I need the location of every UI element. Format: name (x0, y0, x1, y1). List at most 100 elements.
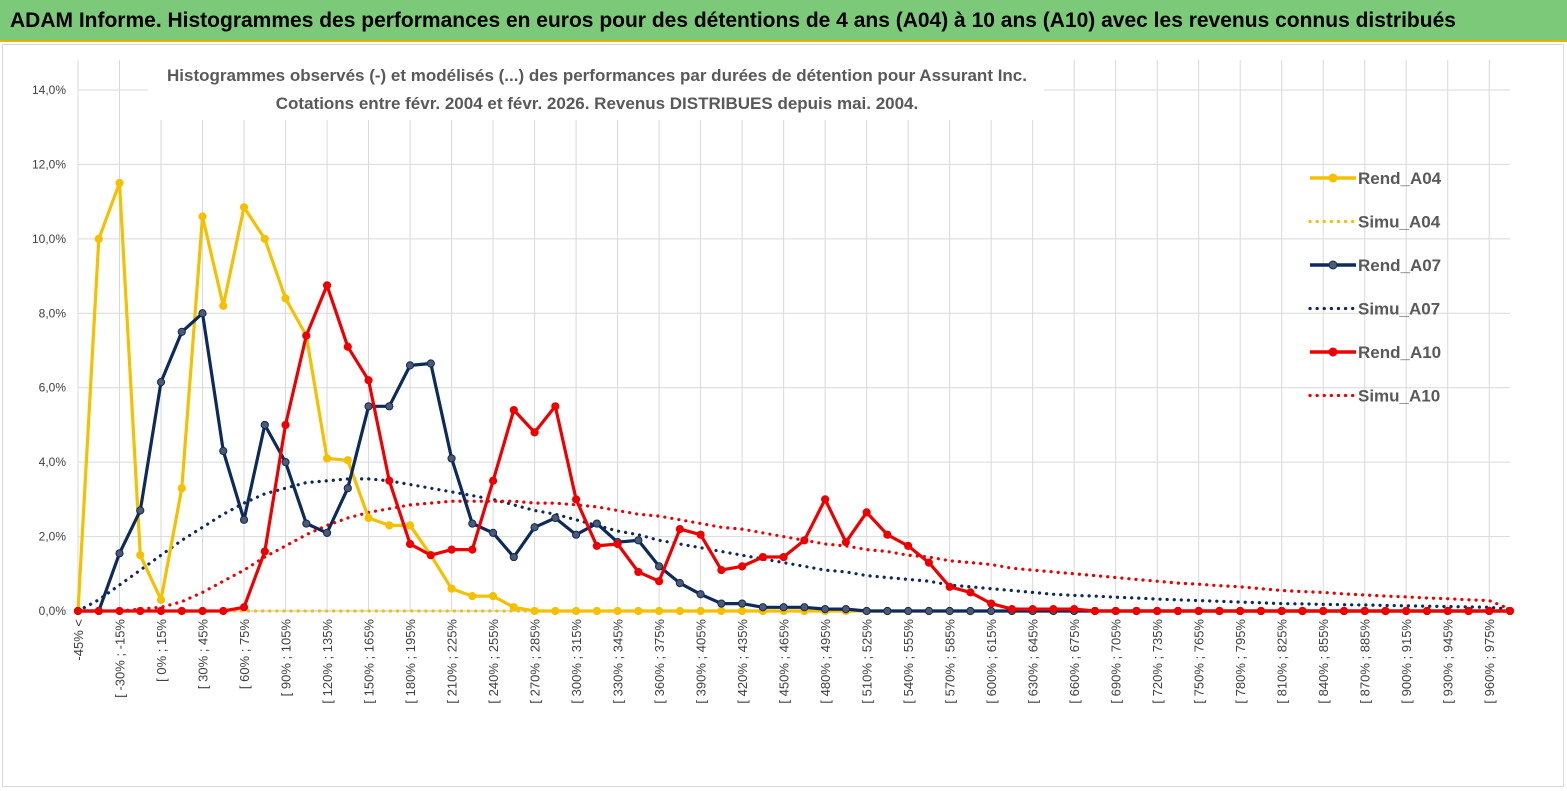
data-point (219, 446, 228, 456)
data-point (94, 606, 103, 616)
data-point (655, 577, 664, 586)
x-tick-label: [ 480% ; 495% (818, 619, 833, 704)
x-tick-label: [ 510% ; 525% (860, 619, 875, 704)
data-point (1422, 606, 1432, 616)
legend-marker (1328, 347, 1338, 357)
data-point (156, 378, 166, 387)
data-point (405, 539, 415, 549)
data-point (1028, 605, 1037, 614)
data-point (1339, 606, 1349, 616)
series-simu-a07 (76, 477, 1512, 613)
data-point (966, 606, 975, 616)
x-tick-label: [ 60% ; 75% (237, 619, 252, 690)
chart-title-background (148, 56, 1044, 120)
data-point (738, 606, 747, 616)
data-point (530, 606, 539, 616)
x-tick-label: [ 270% ; 285% (528, 619, 543, 704)
data-point (592, 541, 601, 550)
y-tick-label: 0,0% (39, 604, 67, 618)
data-point (779, 603, 788, 612)
x-tick-label: [ 0% ; 15% (154, 619, 169, 682)
legend-label: Rend_A07 (1358, 256, 1441, 275)
series-line (76, 477, 1512, 613)
data-point (1007, 605, 1017, 614)
data-point (634, 536, 643, 545)
data-point (115, 606, 124, 616)
data-point (426, 551, 435, 560)
series-simu-a10 (76, 499, 1512, 613)
data-point (239, 603, 249, 612)
y-tick-label: 8,0% (39, 306, 67, 320)
data-point (177, 484, 186, 493)
x-tick-label: [ 420% ; 435% (735, 619, 750, 704)
x-tick-label: [ 690% ; 705% (1109, 619, 1124, 704)
data-point (468, 545, 477, 554)
x-tick-label: [ 360% ; 375% (652, 619, 667, 704)
data-point (364, 513, 373, 523)
data-point (1236, 606, 1245, 616)
data-point (281, 420, 290, 430)
x-tick-label: [ 180% ; 195% (403, 619, 418, 704)
data-point (1443, 606, 1452, 616)
data-point (987, 599, 996, 608)
data-point (1256, 606, 1266, 616)
chart-title-line2: Cotations entre févr. 2004 et févr. 2026… (276, 94, 919, 113)
x-tick-label: [ 660% ; 675% (1067, 619, 1082, 704)
data-point (634, 567, 643, 577)
legend-entry-simu-a04: Simu_A04 (1308, 213, 1441, 232)
data-point (800, 603, 809, 612)
data-point (1485, 606, 1494, 616)
data-point (1111, 606, 1120, 616)
data-point (281, 458, 290, 467)
y-tick-label: 4,0% (39, 455, 67, 469)
data-point (634, 606, 643, 616)
data-point (198, 309, 207, 318)
data-point (717, 565, 726, 575)
data-point (177, 327, 186, 336)
data-point (530, 428, 539, 437)
legend-marker (1328, 173, 1338, 183)
data-point (924, 606, 933, 616)
data-point (156, 606, 166, 616)
data-point (904, 606, 913, 616)
data-point (821, 495, 830, 504)
data-point (468, 592, 477, 601)
data-point (862, 508, 871, 517)
x-tick-label: [ 540% ; 555% (901, 619, 916, 704)
data-point (1153, 606, 1162, 616)
data-point (924, 558, 933, 567)
x-tick-label: [ 90% ; 105% (279, 619, 294, 697)
data-point (696, 606, 705, 616)
data-point (1381, 606, 1390, 616)
data-point (219, 606, 228, 616)
data-point (883, 530, 892, 539)
data-point (717, 599, 726, 608)
data-point (655, 606, 664, 616)
data-point (1132, 606, 1141, 616)
data-point (115, 549, 124, 558)
data-point (136, 551, 145, 560)
data-point (260, 420, 269, 430)
x-tick-label: [ 30% ; 45% (196, 619, 211, 690)
data-point (758, 603, 767, 612)
y-tick-label: 6,0% (39, 381, 67, 395)
x-tick-label: [ -30% ; -15% (113, 619, 128, 698)
data-point (219, 301, 228, 310)
data-point (1360, 606, 1369, 616)
data-point (94, 234, 103, 243)
data-point (509, 603, 518, 612)
data-point (488, 528, 498, 537)
x-tick-label: [ 390% ; 405% (694, 619, 709, 704)
data-point (1319, 606, 1328, 616)
data-point (136, 506, 145, 515)
data-point (592, 519, 601, 528)
data-point (385, 521, 394, 530)
data-point (488, 476, 498, 485)
legend-marker (1328, 260, 1338, 270)
data-point (551, 606, 560, 616)
x-tick-label: [ 450% ; 465% (777, 619, 792, 704)
legend-entry-rend-a04: Rend_A04 (1310, 169, 1442, 188)
data-point (302, 331, 311, 340)
data-point (717, 606, 726, 616)
legend-label: Simu_A07 (1358, 300, 1440, 319)
